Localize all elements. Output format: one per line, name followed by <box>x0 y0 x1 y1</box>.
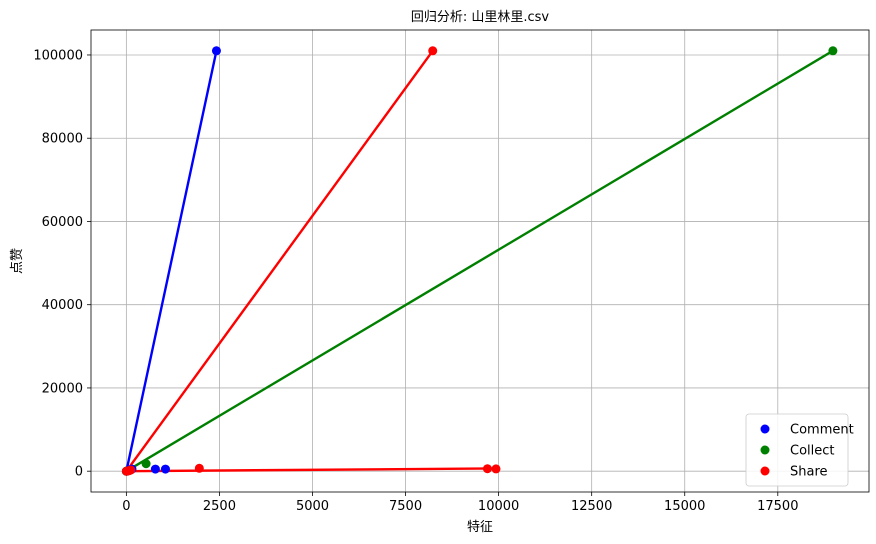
share-point <box>491 464 501 474</box>
legend-marker-comment <box>760 424 770 434</box>
legend: Comment Collect Share <box>745 413 854 487</box>
share-fit-line <box>125 467 498 473</box>
share-point <box>482 464 492 474</box>
legend-label-share: Share <box>790 465 828 480</box>
collect-point <box>828 46 838 56</box>
fit-lines <box>125 49 835 473</box>
y-tick-label: 40000 <box>42 298 83 313</box>
y-tick-label: 0 <box>75 465 83 480</box>
x-tick-label: 7500 <box>389 499 422 514</box>
y-axis-label: 点赞 <box>10 248 25 274</box>
axis-ticks: 0 2500 5000 7500 10000 12500 15000 17500 0 20000 4… <box>33 48 798 514</box>
plot-frame <box>90 29 870 493</box>
x-tick-label: 12500 <box>571 499 612 514</box>
comment-point <box>160 464 170 474</box>
comment-point <box>150 464 160 474</box>
x-tick-label: 0 <box>122 499 130 514</box>
share-fit-line <box>125 49 434 473</box>
scatter-points <box>121 46 838 476</box>
legend-box <box>745 413 849 487</box>
collect-point <box>141 459 151 469</box>
share-point <box>126 465 136 475</box>
y-tick-label: 80000 <box>42 132 83 147</box>
legend-marker-share <box>760 466 770 476</box>
x-tick-label: 15000 <box>664 499 705 514</box>
y-tick-label: 20000 <box>42 381 83 396</box>
x-tick-label: 2500 <box>203 499 236 514</box>
x-tick-label: 17500 <box>757 499 798 514</box>
y-tick-label: 60000 <box>42 215 83 230</box>
y-tick-label: 100000 <box>33 48 83 63</box>
legend-label-collect: Collect <box>790 444 835 459</box>
grid <box>91 30 869 492</box>
x-axis-label: 特征 <box>467 520 493 535</box>
comment-fit-line <box>125 49 218 473</box>
chart-title: 回归分析: 山里林里.csv <box>411 10 550 25</box>
collect-fit-line <box>125 49 835 473</box>
share-point <box>428 46 438 56</box>
x-tick-label: 5000 <box>296 499 329 514</box>
legend-label-comment: Comment <box>790 423 854 438</box>
share-point <box>194 463 204 473</box>
legend-marker-collect <box>760 445 770 455</box>
x-tick-label: 10000 <box>478 499 519 514</box>
comment-point <box>211 46 221 56</box>
